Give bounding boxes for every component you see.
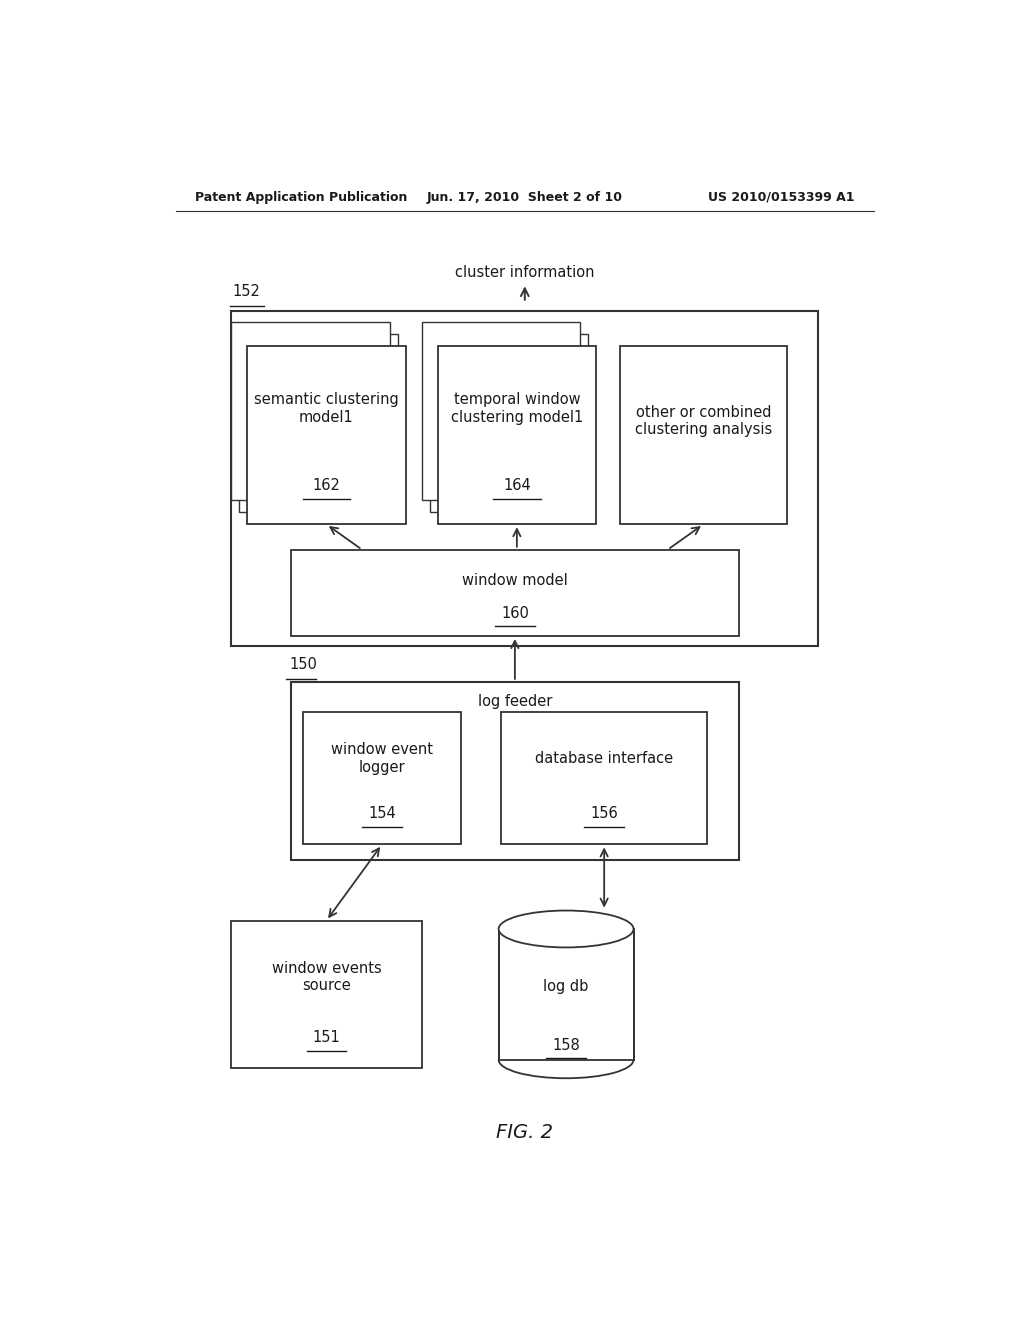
Text: 164: 164 [503,478,530,494]
FancyBboxPatch shape [620,346,786,524]
FancyBboxPatch shape [247,346,406,524]
Bar [499,929,634,1060]
FancyBboxPatch shape [291,682,739,859]
Text: semantic clustering
model1: semantic clustering model1 [254,392,398,425]
Text: 151: 151 [312,1030,340,1045]
Text: other or combined
clustering analysis: other or combined clustering analysis [635,405,772,437]
FancyBboxPatch shape [231,322,390,500]
FancyBboxPatch shape [239,334,397,512]
FancyBboxPatch shape [231,921,422,1068]
Text: 160: 160 [501,606,528,622]
Text: cluster information: cluster information [455,265,595,280]
Text: Jun. 17, 2010  Sheet 2 of 10: Jun. 17, 2010 Sheet 2 of 10 [427,190,623,203]
Text: US 2010/0153399 A1: US 2010/0153399 A1 [708,190,854,203]
FancyBboxPatch shape [303,713,462,845]
FancyBboxPatch shape [430,334,588,512]
Text: window event
logger: window event logger [331,742,433,775]
Text: database interface: database interface [536,751,673,766]
Text: window events
source: window events source [271,961,381,993]
Text: log feeder: log feeder [477,694,552,709]
FancyBboxPatch shape [422,322,581,500]
Text: temporal window
clustering model1: temporal window clustering model1 [451,392,583,425]
Text: 162: 162 [312,478,340,494]
Text: window model: window model [462,573,567,589]
Text: 152: 152 [232,284,261,298]
Text: Patent Application Publication: Patent Application Publication [196,190,408,203]
Text: 154: 154 [368,807,396,821]
Text: FIG. 2: FIG. 2 [497,1122,553,1142]
FancyBboxPatch shape [501,713,708,845]
Ellipse shape [499,911,634,948]
Text: 150: 150 [289,656,317,672]
FancyBboxPatch shape [291,549,739,636]
Text: log db: log db [544,978,589,994]
Text: 156: 156 [590,807,618,821]
FancyBboxPatch shape [231,312,818,647]
FancyBboxPatch shape [437,346,596,524]
Text: 158: 158 [552,1039,580,1053]
